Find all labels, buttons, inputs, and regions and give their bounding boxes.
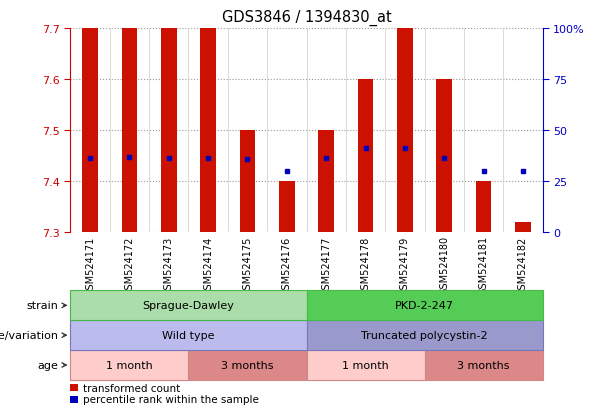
Bar [436, 80, 452, 233]
Bar [357, 80, 373, 233]
Bar [515, 223, 531, 233]
Text: Wild type: Wild type [162, 330, 215, 340]
Text: percentile rank within the sample: percentile rank within the sample [83, 394, 259, 404]
Text: age: age [38, 360, 59, 370]
Bar [306, 291, 543, 320]
Bar [200, 19, 216, 233]
Text: Sprague-Dawley: Sprague-Dawley [143, 301, 234, 311]
Title: GDS3846 / 1394830_at: GDS3846 / 1394830_at [222, 10, 391, 26]
Bar [70, 350, 189, 380]
Text: 1 month: 1 month [106, 360, 153, 370]
Bar [240, 131, 256, 233]
Bar [306, 320, 543, 350]
Bar [279, 182, 295, 233]
Bar [82, 19, 98, 233]
Text: strain: strain [27, 301, 59, 311]
Bar [70, 320, 306, 350]
Bar [121, 19, 137, 233]
Text: Truncated polycystin-2: Truncated polycystin-2 [361, 330, 488, 340]
Text: 3 months: 3 months [221, 360, 274, 370]
Text: PKD-2-247: PKD-2-247 [395, 301, 454, 311]
Bar [161, 19, 177, 233]
Bar [397, 19, 413, 233]
Text: 3 months: 3 months [457, 360, 510, 370]
Text: genotype/variation: genotype/variation [0, 330, 59, 340]
Bar [424, 350, 543, 380]
Bar [306, 350, 424, 380]
Bar [70, 291, 306, 320]
Bar [476, 182, 492, 233]
Text: 1 month: 1 month [342, 360, 389, 370]
Bar [189, 350, 306, 380]
Text: transformed count: transformed count [83, 383, 180, 393]
Bar [318, 131, 334, 233]
